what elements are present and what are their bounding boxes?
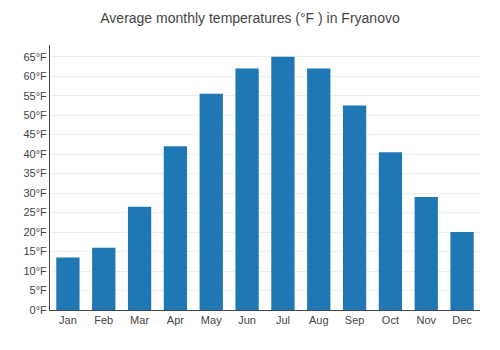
svg-text:10°F: 10°F [23, 265, 47, 277]
svg-text:Apr: Apr [167, 314, 184, 326]
svg-text:Dec: Dec [452, 314, 472, 326]
svg-text:0°F: 0°F [30, 304, 48, 316]
svg-text:25°F: 25°F [23, 206, 47, 218]
svg-text:40°F: 40°F [23, 148, 47, 160]
svg-text:30°F: 30°F [23, 187, 47, 199]
svg-text:Feb: Feb [94, 314, 113, 326]
svg-text:55°F: 55°F [23, 90, 47, 102]
svg-text:Jul: Jul [276, 314, 290, 326]
svg-text:35°F: 35°F [23, 167, 47, 179]
svg-text:May: May [201, 314, 222, 326]
svg-text:20°F: 20°F [23, 226, 47, 238]
svg-text:Nov: Nov [416, 314, 436, 326]
svg-text:Sep: Sep [345, 314, 365, 326]
svg-text:Oct: Oct [382, 314, 399, 326]
svg-text:Average monthly temperatures (: Average monthly temperatures (°F ) in Fr… [100, 10, 400, 26]
svg-text:50°F: 50°F [23, 109, 47, 121]
svg-text:Aug: Aug [309, 314, 329, 326]
svg-text:5°F: 5°F [30, 284, 48, 296]
svg-text:60°F: 60°F [23, 70, 47, 82]
svg-text:Jan: Jan [59, 314, 77, 326]
svg-text:Jun: Jun [238, 314, 256, 326]
svg-text:65°F: 65°F [23, 51, 47, 63]
svg-text:45°F: 45°F [23, 128, 47, 140]
svg-text:15°F: 15°F [23, 245, 47, 257]
svg-text:Mar: Mar [130, 314, 149, 326]
